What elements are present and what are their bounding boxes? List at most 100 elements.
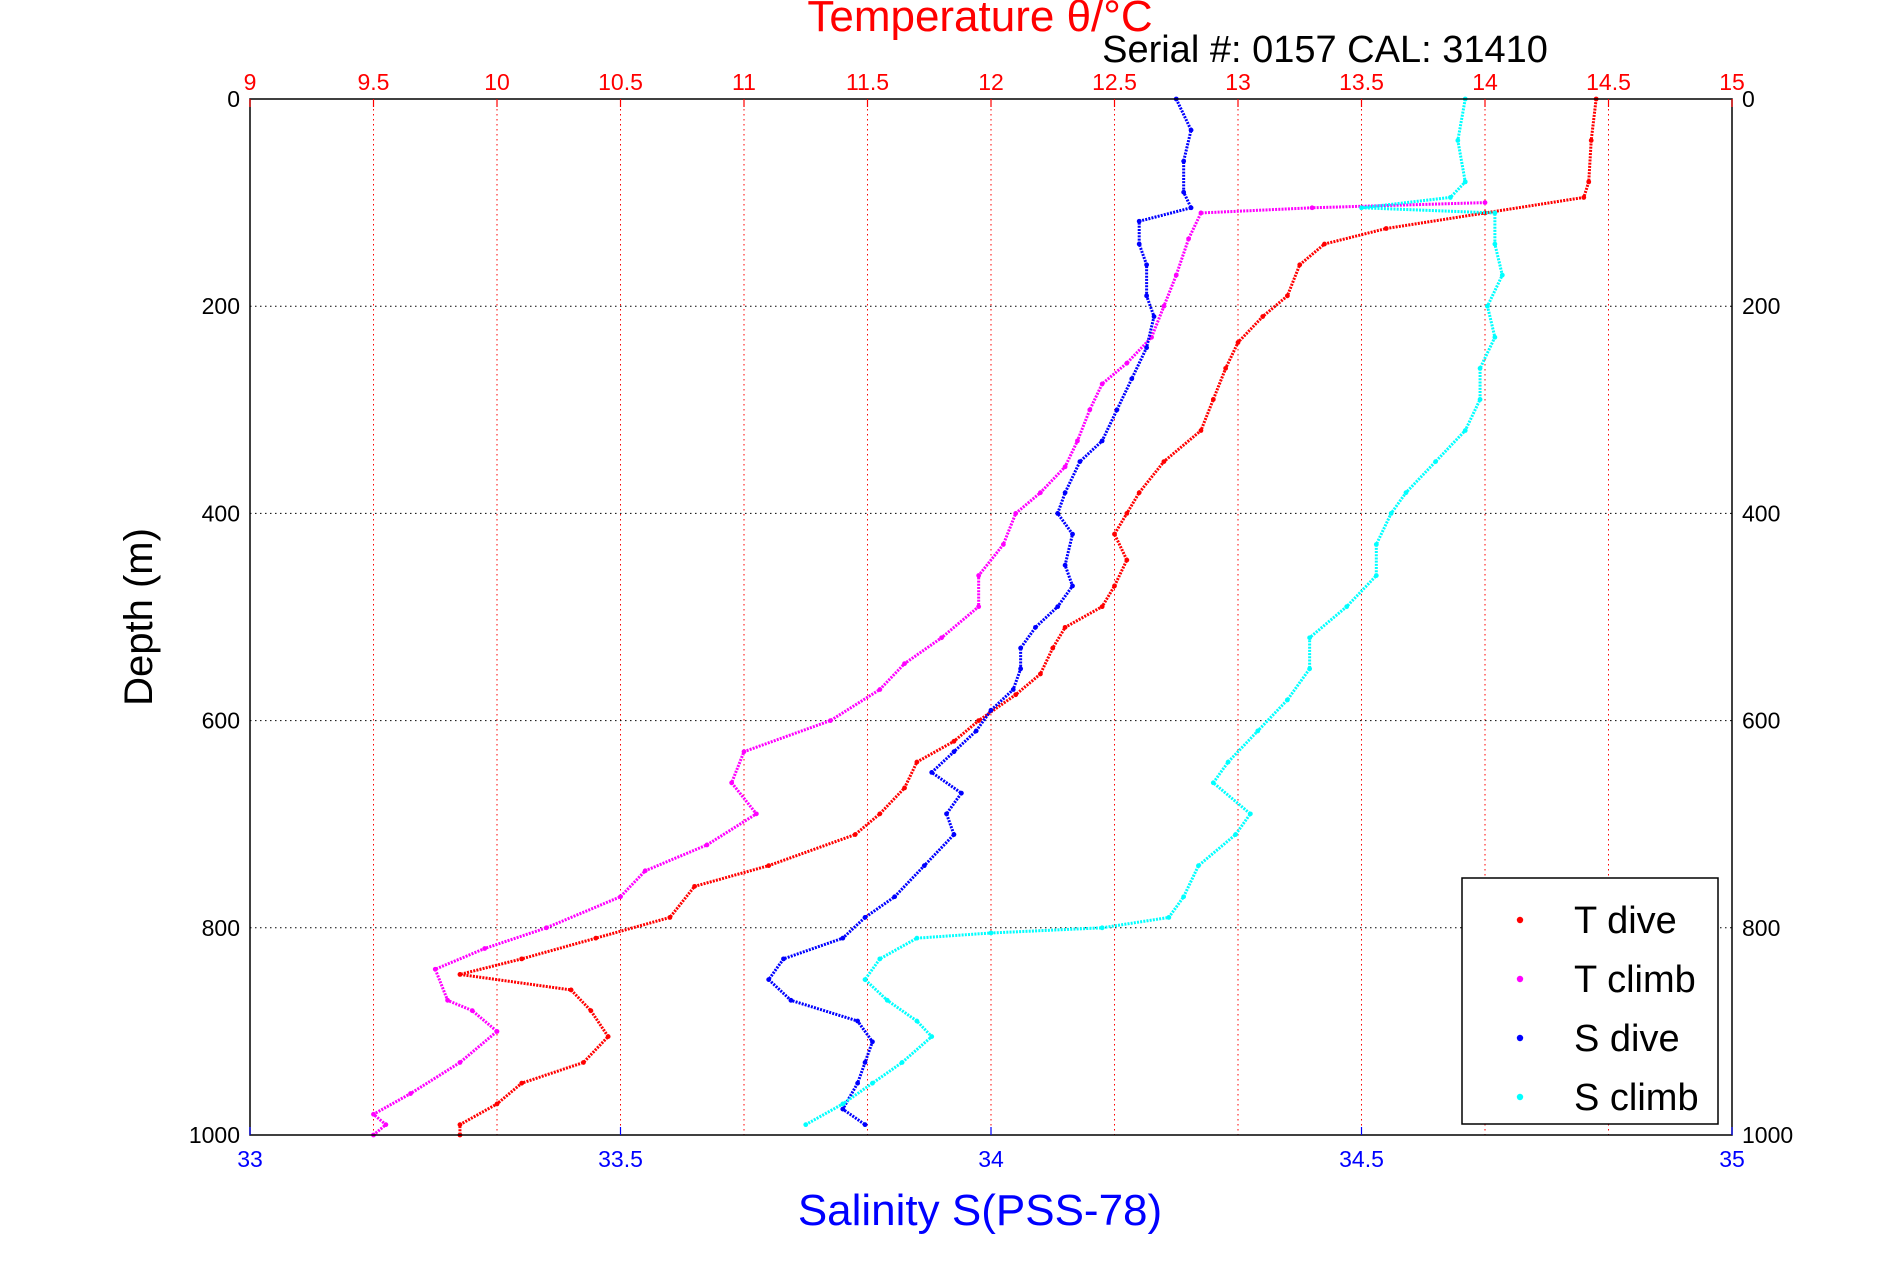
data-point	[642, 868, 648, 874]
data-point	[899, 1060, 905, 1065]
data-point	[1210, 397, 1216, 402]
data-point	[618, 894, 623, 900]
legend-label: S climb	[1574, 1077, 1699, 1119]
data-point	[457, 1122, 463, 1128]
data-point	[1062, 562, 1068, 568]
series-track	[766, 98, 1194, 1126]
data-point	[855, 1080, 861, 1086]
data-point	[766, 863, 772, 869]
data-point	[1124, 360, 1130, 366]
data-point	[667, 915, 673, 920]
data-point	[1247, 811, 1253, 817]
data-point	[1499, 272, 1505, 278]
bottom-axis-title: Salinity S(PSS-78)	[798, 1186, 1162, 1235]
data-point	[1492, 210, 1498, 216]
data-point	[1161, 303, 1167, 309]
data-point	[921, 863, 927, 869]
data-point	[828, 718, 833, 723]
depth-tick-label-right: 600	[1742, 708, 1780, 734]
data-point	[544, 925, 549, 931]
data-point	[1223, 365, 1229, 371]
data-point	[704, 842, 710, 848]
data-point	[1285, 293, 1290, 299]
data-point	[753, 811, 759, 817]
data-point	[1173, 272, 1179, 278]
data-point	[976, 573, 982, 578]
data-point	[1070, 531, 1075, 537]
data-point	[929, 770, 935, 775]
data-point	[976, 718, 982, 723]
data-point	[371, 1111, 376, 1117]
data-point	[1344, 604, 1350, 610]
series-s-climb	[803, 96, 1505, 1128]
data-point	[588, 1008, 594, 1014]
data-point	[1309, 205, 1315, 211]
legend-marker	[1516, 916, 1524, 924]
data-point	[1186, 236, 1191, 242]
temperature-tick-label: 14	[1472, 69, 1498, 95]
legend-label: T dive	[1574, 900, 1677, 942]
data-point	[862, 915, 868, 920]
data-point	[1586, 179, 1592, 185]
data-point	[1581, 195, 1587, 200]
data-point	[1136, 218, 1142, 224]
data-point	[1062, 490, 1068, 496]
top-axis-title: Temperature θ/°C	[807, 0, 1152, 41]
legend: T dive T climb S dive S climb	[1461, 877, 1719, 1125]
legend-box	[1461, 877, 1719, 1125]
data-point	[494, 1101, 500, 1107]
data-point	[1482, 200, 1488, 206]
data-point	[862, 1060, 868, 1065]
data-point	[1196, 863, 1201, 869]
series-track	[458, 98, 1598, 1135]
data-point	[1373, 573, 1379, 578]
data-point	[1198, 210, 1204, 216]
salinity-tick-label: 33.5	[598, 1146, 643, 1172]
data-point	[1114, 407, 1120, 413]
temperature-tick-label: 13.5	[1339, 69, 1384, 95]
temperature-tick-label: 10.5	[598, 69, 643, 95]
data-point	[1018, 666, 1024, 672]
data-point	[840, 1106, 846, 1112]
data-point	[457, 1060, 463, 1065]
temperature-tick-label: 12	[978, 69, 1004, 95]
data-point	[1077, 459, 1083, 464]
data-point	[1055, 604, 1061, 610]
data-point	[877, 687, 883, 692]
data-point	[951, 832, 957, 837]
data-point	[951, 749, 957, 755]
depth-tick-label-left: 1000	[189, 1122, 240, 1148]
data-point	[1181, 189, 1187, 195]
data-point	[445, 997, 450, 1003]
data-point	[432, 966, 438, 972]
data-point	[944, 811, 949, 817]
data-point	[1166, 915, 1172, 920]
depth-tick-label-right: 200	[1742, 293, 1780, 319]
data-point	[1018, 645, 1024, 651]
data-point	[973, 728, 979, 734]
data-point	[1144, 345, 1150, 351]
data-point	[1235, 340, 1241, 345]
data-point	[1129, 376, 1135, 382]
data-point	[976, 604, 982, 610]
salinity-tick-label: 34.5	[1339, 1146, 1384, 1172]
data-point	[519, 956, 525, 962]
depth-tick-label-left: 200	[202, 293, 240, 319]
data-point	[988, 707, 994, 713]
data-point	[1050, 645, 1056, 651]
data-point	[1136, 241, 1142, 247]
temperature-tick-label: 15	[1719, 69, 1745, 95]
salinity-tick-label: 33	[237, 1146, 263, 1172]
data-point	[1136, 490, 1142, 496]
depth-tick-label-left: 600	[202, 708, 240, 734]
data-point	[914, 759, 920, 765]
data-point	[1151, 314, 1157, 319]
data-point	[1099, 381, 1105, 387]
data-point	[939, 635, 944, 641]
data-point	[1307, 635, 1313, 641]
data-point	[581, 1060, 586, 1065]
data-point	[482, 946, 488, 951]
temperature-tick-label: 11.5	[846, 69, 889, 95]
data-point	[855, 1018, 861, 1024]
series-track	[805, 98, 1504, 1126]
